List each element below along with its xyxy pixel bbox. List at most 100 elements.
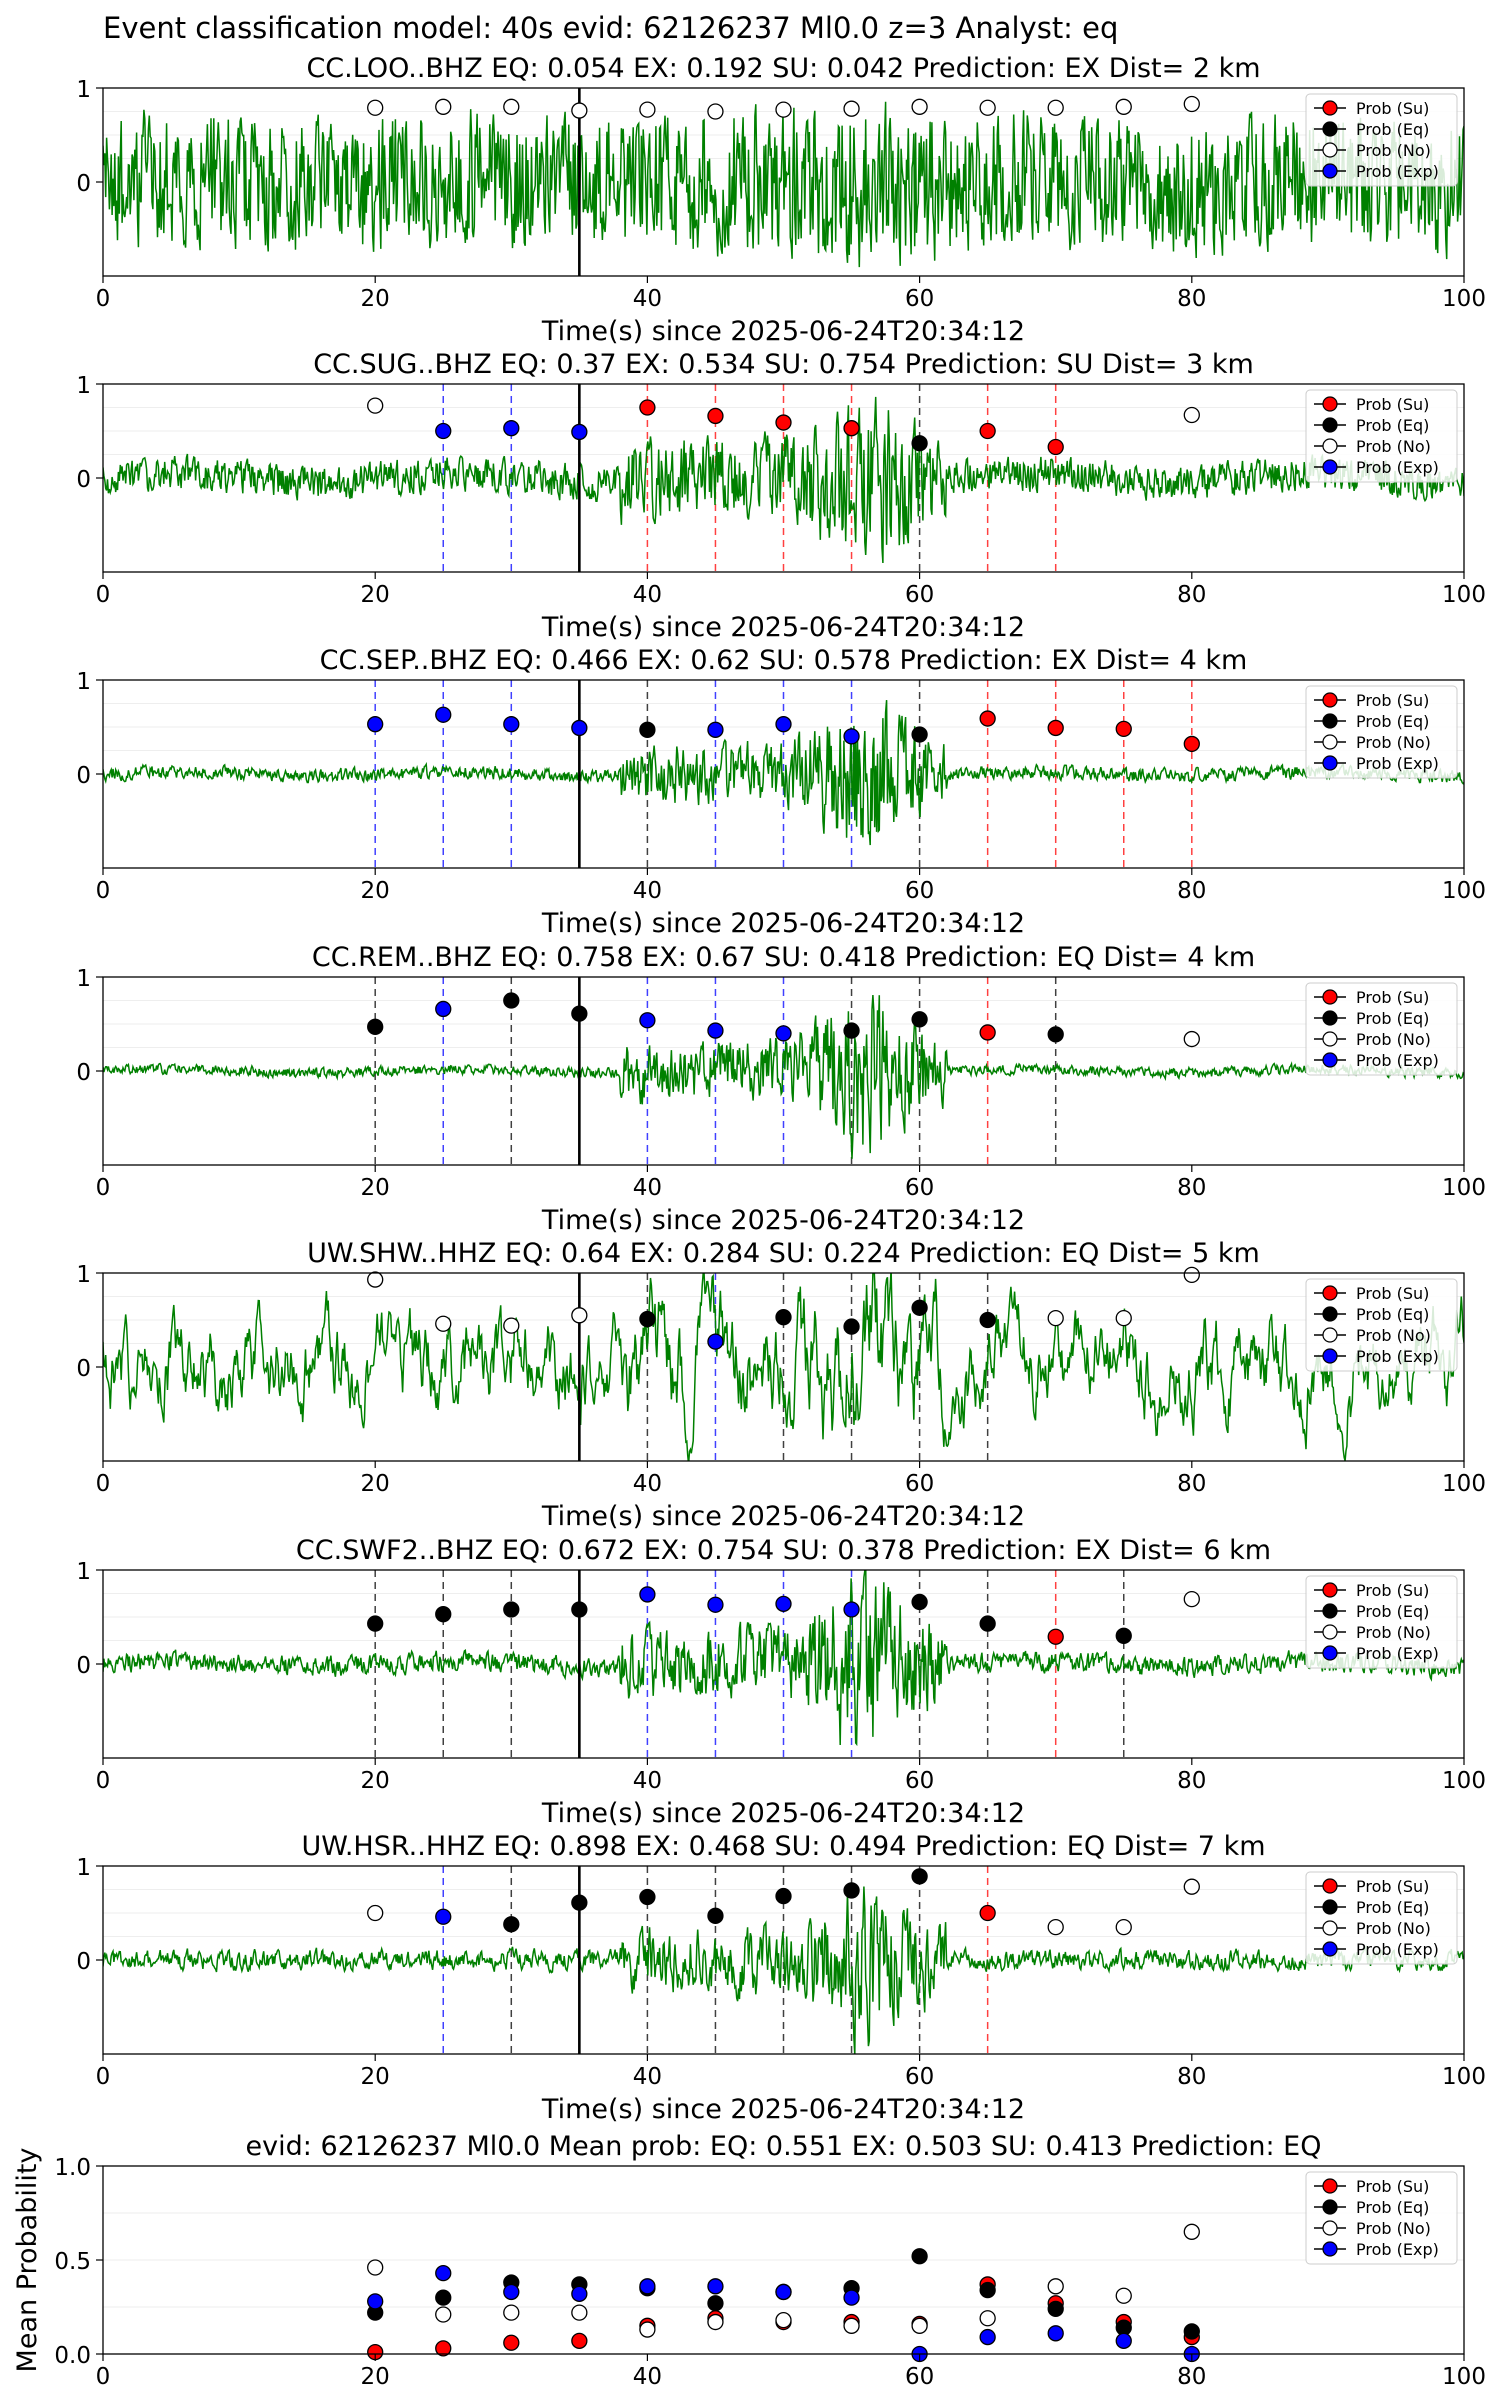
mean-point-No-55 (843, 2317, 860, 2334)
station-panel-6-legend-marker-No (1322, 1624, 1338, 1640)
station-panel-7-legend-marker-No (1322, 1920, 1338, 1936)
station-panel-1-prob-point-50 (775, 101, 792, 118)
station-panel-6-prob-point-20 (367, 1615, 384, 1632)
mean-point-Eq-45 (707, 2295, 724, 2312)
station-panel-3-prob-point-65 (979, 710, 996, 727)
station-panel-2-prob-point-20 (367, 397, 384, 414)
station-panel-2-prob-point-60 (911, 435, 928, 452)
station-panel-4-xlabel: Time(s) since 2025-06-24T20:34:12 (541, 1205, 1025, 1236)
station-panel-6-prob-point-50 (775, 1595, 792, 1612)
station-panel-7-legend-label-No: Prob (No) (1356, 1919, 1431, 1938)
mean-point-Exp-65 (979, 2328, 996, 2346)
station-panel-1-prob-point-65 (979, 99, 996, 116)
station-panel-1-title: CC.LOO..BHZ EQ: 0.054 EX: 0.192 SU: 0.04… (306, 53, 1260, 84)
station-panel-4-ytick-label-0: 0 (76, 1060, 91, 1086)
station-panel-1-prob-point-55 (843, 100, 860, 117)
station-panel-5-prob-point-50 (775, 1309, 792, 1326)
station-panel-7-prob-point-50 (775, 1887, 792, 1905)
station-panel-1-legend-marker-Exp (1322, 163, 1338, 179)
station-panel-1-prob-point-60 (911, 98, 928, 115)
station-panel-6-legend-marker-Su (1322, 1582, 1338, 1598)
station-panel-6-prob-point-70 (1047, 1628, 1064, 1645)
station-panel-6-prob-point-65 (979, 1615, 996, 1632)
mean-panel-title: evid: 62126237 Ml0.0 Mean prob: EQ: 0.55… (246, 2131, 1322, 2162)
mean-panel-legend-marker-Exp (1322, 2241, 1338, 2257)
mean-point-No-75 (1115, 2287, 1132, 2304)
mean-point-Exp-55 (843, 2289, 860, 2306)
mean-point-Eq-80 (1183, 2323, 1200, 2340)
station-panel-6-prob-point-25 (435, 1606, 452, 1623)
station-panel-1-prob-point-70 (1047, 99, 1064, 116)
mean-point-Exp-70 (1047, 2325, 1064, 2342)
station-panel-2-xtick-label-100: 100 (1442, 582, 1486, 608)
station-panel-5-prob-point-55 (843, 1318, 860, 1335)
station-panel-6-waveform (103, 1570, 1464, 1747)
station-panel-1-xtick-label-0: 0 (96, 286, 111, 312)
station-panel-1-prob-point-40 (639, 101, 656, 118)
station-panel-5-prob-point-40 (639, 1310, 656, 1328)
mean-point-Exp-30 (503, 2283, 520, 2301)
station-panel-7-prob-point-80 (1183, 1878, 1200, 1895)
station-panel-3-legend-marker-Exp (1322, 755, 1338, 771)
station-panel-5-prob-point-35 (571, 1307, 588, 1324)
mean-panel-legend-label-Eq: Prob (Eq) (1356, 2198, 1429, 2217)
station-panel-1-prob-point-20 (367, 99, 384, 116)
station-panel-4-xtick-label-40: 40 (633, 1175, 662, 1201)
mean-point-Exp-45 (707, 2278, 724, 2295)
station-panel-1-ytick-label-1: 1 (76, 77, 91, 103)
station-panel-5-prob-point-70 (1047, 1309, 1064, 1327)
station-panel-2-xtick-label-0: 0 (96, 582, 111, 608)
station-panel-2-prob-point-70 (1047, 438, 1064, 456)
station-panel-2-prob-point-40 (639, 399, 656, 416)
station-panel-2-prob-point-65 (979, 422, 996, 440)
station-panel-6-prob-point-75 (1115, 1627, 1132, 1644)
station-panel-1-legend-box (1305, 93, 1458, 187)
station-panel-1-xtick-label-100: 100 (1442, 286, 1486, 312)
station-panel-5-legend-marker-Su (1322, 1285, 1338, 1301)
station-panel-5-xlabel: Time(s) since 2025-06-24T20:34:12 (541, 1501, 1025, 1532)
station-panel-5-legend-label-No: Prob (No) (1356, 1326, 1431, 1345)
station-panel-7-prob-point-55 (843, 1882, 860, 1899)
mean-panel-xtick-label-0: 0 (96, 2364, 111, 2390)
station-panel-3-prob-point-45 (707, 721, 724, 738)
station-panel-4-prob-point-45 (707, 1022, 724, 1039)
station-panel-3-prob-point-60 (911, 726, 928, 743)
station-panel-6-ytick-label-0: 0 (76, 1653, 91, 1679)
station-panel-7-prob-point-60 (911, 1868, 928, 1885)
station-panel-7-legend-marker-Eq (1322, 1899, 1338, 1915)
station-panel-6-legend-box (1305, 1575, 1458, 1669)
station-panel-6-legend-marker-Exp (1322, 1645, 1338, 1661)
station-panel-4-xtick-label-0: 0 (96, 1175, 111, 1201)
station-panel-5-title: UW.SHW..HHZ EQ: 0.64 EX: 0.284 SU: 0.224… (307, 1238, 1260, 1269)
station-panel-4-prob-point-50 (775, 1025, 792, 1042)
station-panel-4-prob-point-20 (367, 1018, 384, 1035)
station-panel-5-legend-label-Su: Prob (Su) (1356, 1284, 1429, 1303)
station-panel-1-legend-marker-No (1322, 142, 1338, 158)
station-panel-2-xtick-label-60: 60 (905, 582, 934, 608)
station-panel-7-prob-point-45 (707, 1907, 724, 1924)
station-panel-2-prob-point-55 (843, 420, 860, 437)
station-panel-2-legend-marker-No (1322, 438, 1338, 454)
station-panel-1-prob-point-25 (435, 98, 452, 115)
station-panel-6-prob-point-55 (843, 1601, 860, 1618)
station-panel-4-legend-label-No: Prob (No) (1356, 1030, 1431, 1049)
station-panel-3-legend-label-Exp: Prob (Exp) (1356, 754, 1439, 773)
station-panel-7-legend-marker-Su (1322, 1878, 1338, 1894)
station-panel-7-legend-label-Su: Prob (Su) (1356, 1877, 1429, 1896)
mean-panel-legend-marker-No (1322, 2220, 1338, 2236)
station-panel-7-legend-marker-Exp (1322, 1941, 1338, 1957)
station-panel-3-xtick-label-0: 0 (96, 878, 111, 904)
station-panel-3-prob-point-20 (367, 716, 384, 733)
station-panel-1-legend-label-No: Prob (No) (1356, 141, 1431, 160)
station-panel-1-xlabel: Time(s) since 2025-06-24T20:34:12 (541, 316, 1025, 347)
station-panel-2-prob-point-45 (707, 407, 724, 425)
station-panel-7-prob-point-70 (1047, 1918, 1064, 1936)
station-panel-3-xtick-label-80: 80 (1177, 878, 1206, 904)
station-panel-4-legend-marker-Su (1322, 989, 1338, 1005)
mean-point-Exp-40 (639, 2278, 656, 2295)
station-panel-7-xtick-label-40: 40 (633, 2064, 662, 2090)
station-panel-5-prob-point-20 (367, 1271, 384, 1288)
station-panel-2-xtick-label-20: 20 (361, 582, 390, 608)
